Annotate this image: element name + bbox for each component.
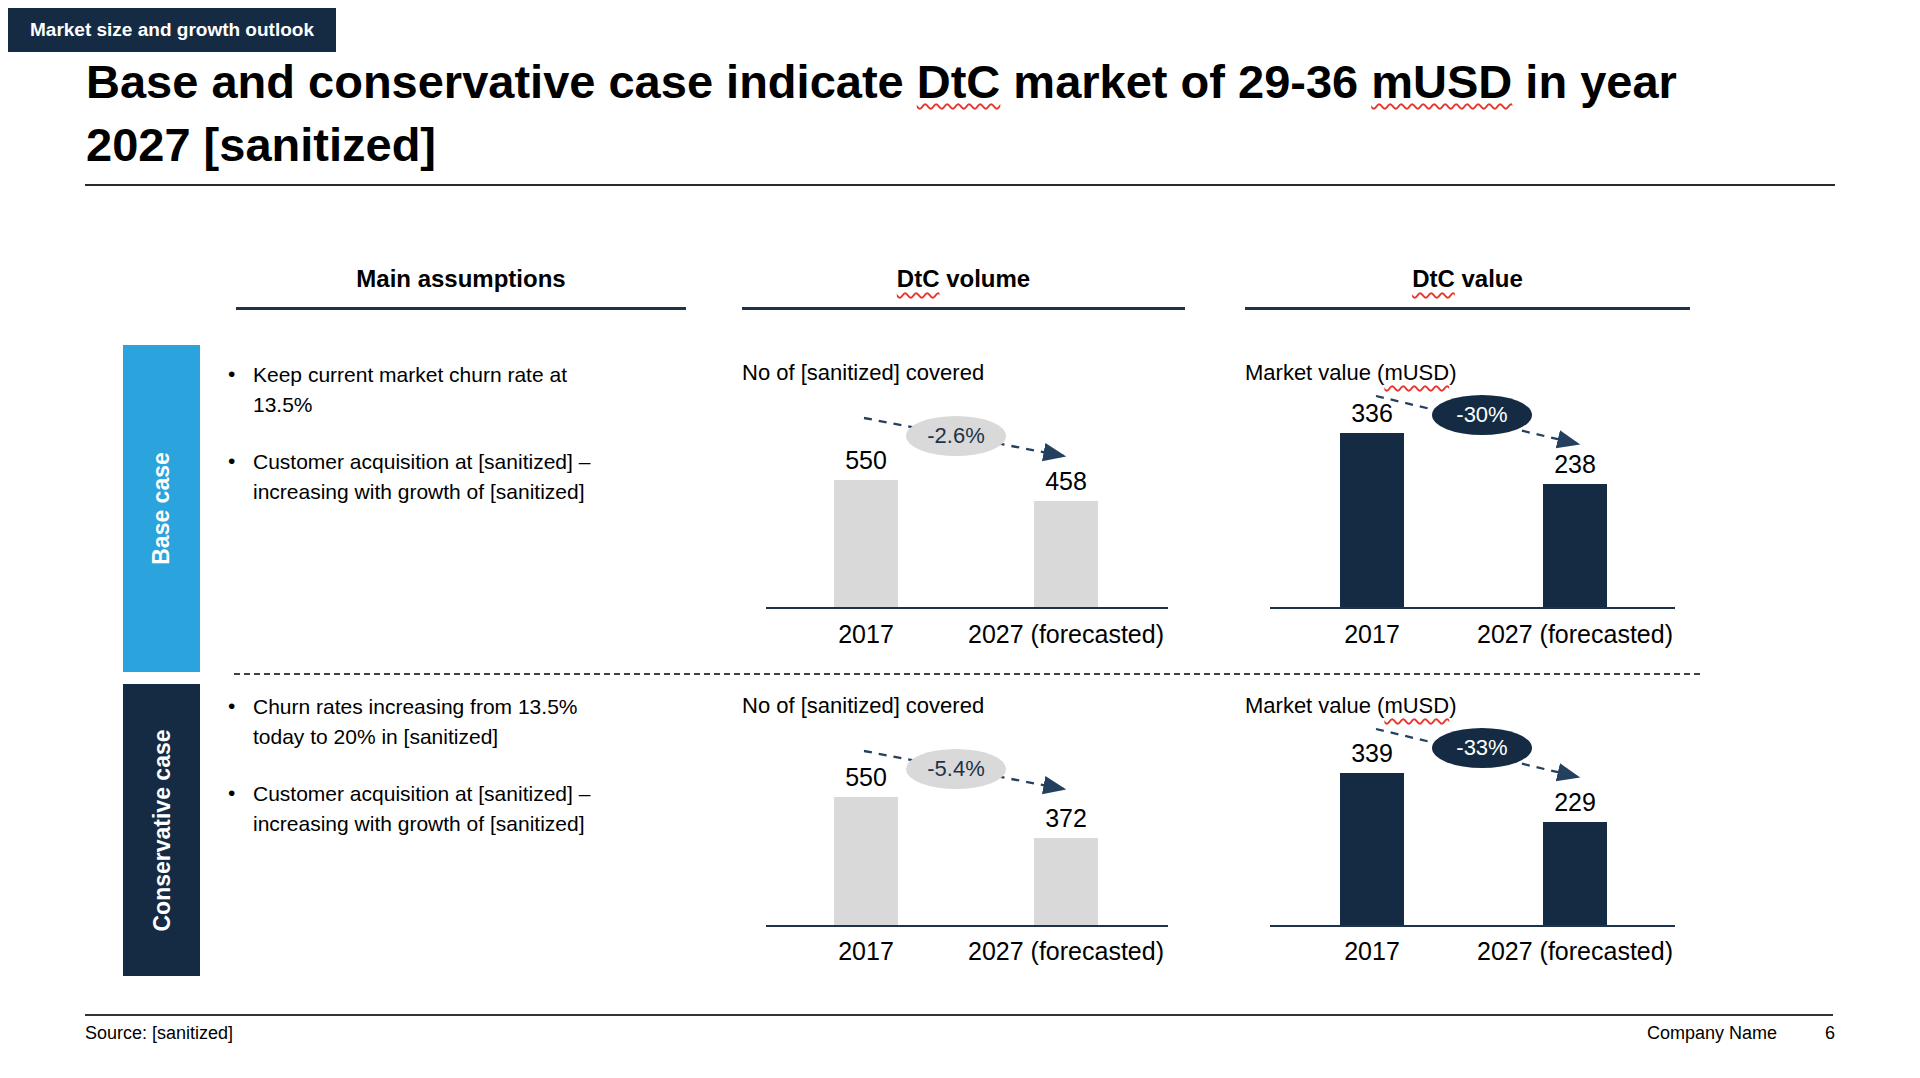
bullet-item: Keep current market churn rate at 13.5%: [222, 360, 618, 420]
text-run: in year: [1512, 55, 1677, 108]
change-badge: -5.4%: [906, 749, 1006, 789]
column-header-dtc-value: DtC value: [1245, 265, 1690, 293]
source-note: Source: [sanitized]: [85, 1023, 233, 1044]
row-label-text: Conservative case: [148, 729, 175, 931]
row-divider-dashed: [234, 673, 1700, 675]
change-badge: -33%: [1432, 728, 1532, 768]
change-badge: -2.6%: [906, 416, 1006, 456]
chart-base-case-dtc-value: Market value (mUSD)-30%33620172382027 (f…: [1245, 352, 1695, 652]
page-title: Base and conservative case indicate DtC …: [86, 50, 1896, 176]
text-run: value: [1455, 265, 1523, 292]
column-header-underline: [742, 307, 1185, 310]
bullet-item: Churn rates increasing from 13.5% today …: [222, 692, 618, 752]
title-divider: [85, 184, 1835, 186]
bullet-item: Customer acquisition at [sanitized] – in…: [222, 779, 618, 839]
squiggle-marked-text: mUSD: [1371, 55, 1512, 108]
page-number: 6: [1825, 1023, 1835, 1044]
column-header-main-assumptions: Main assumptions: [236, 265, 686, 293]
chart-conservative-case-dtc-volume: No of [sanitized] covered-5.4%5502017372…: [742, 685, 1192, 985]
change-badge: -30%: [1432, 395, 1532, 435]
assumptions-list-base-case: Keep current market churn rate at 13.5% C…: [222, 360, 618, 534]
assumptions-list-conservative-case: Churn rates increasing from 13.5% today …: [222, 692, 618, 866]
company-name: Company Name: [1647, 1023, 1777, 1044]
chart-conservative-case-dtc-value: Market value (mUSD)-33%33920172292027 (f…: [1245, 685, 1695, 985]
column-header-dtc-volume: DtC volume: [742, 265, 1185, 293]
text-run: Base and conservative case indicate: [86, 55, 917, 108]
trend-arrow-icon: [742, 352, 1192, 652]
kicker-tag: Market size and growth outlook: [8, 8, 336, 52]
text-run: volume: [939, 265, 1030, 292]
footer-divider: [85, 1014, 1833, 1016]
text-run: 2027 [sanitized]: [86, 118, 436, 171]
chart-base-case-dtc-volume: No of [sanitized] covered-2.6%5502017458…: [742, 352, 1192, 652]
text-run: market of 29-36: [1000, 55, 1371, 108]
squiggle-marked-text: DtC: [1412, 265, 1455, 292]
column-header-underline: [1245, 307, 1690, 310]
squiggle-marked-text: DtC: [897, 265, 940, 292]
row-label-text: Base case: [148, 452, 175, 565]
bullet-item: Customer acquisition at [sanitized] – in…: [222, 447, 618, 507]
column-header-underline: [236, 307, 686, 310]
slide: Market size and growth outlook Base and …: [0, 0, 1920, 1078]
squiggle-marked-text: DtC: [917, 55, 1001, 108]
row-label-conservative-case: Conservative case: [123, 684, 200, 976]
text-run: Main assumptions: [356, 265, 565, 292]
trend-arrow-icon: [742, 685, 1192, 985]
row-label-base-case: Base case: [123, 345, 200, 672]
